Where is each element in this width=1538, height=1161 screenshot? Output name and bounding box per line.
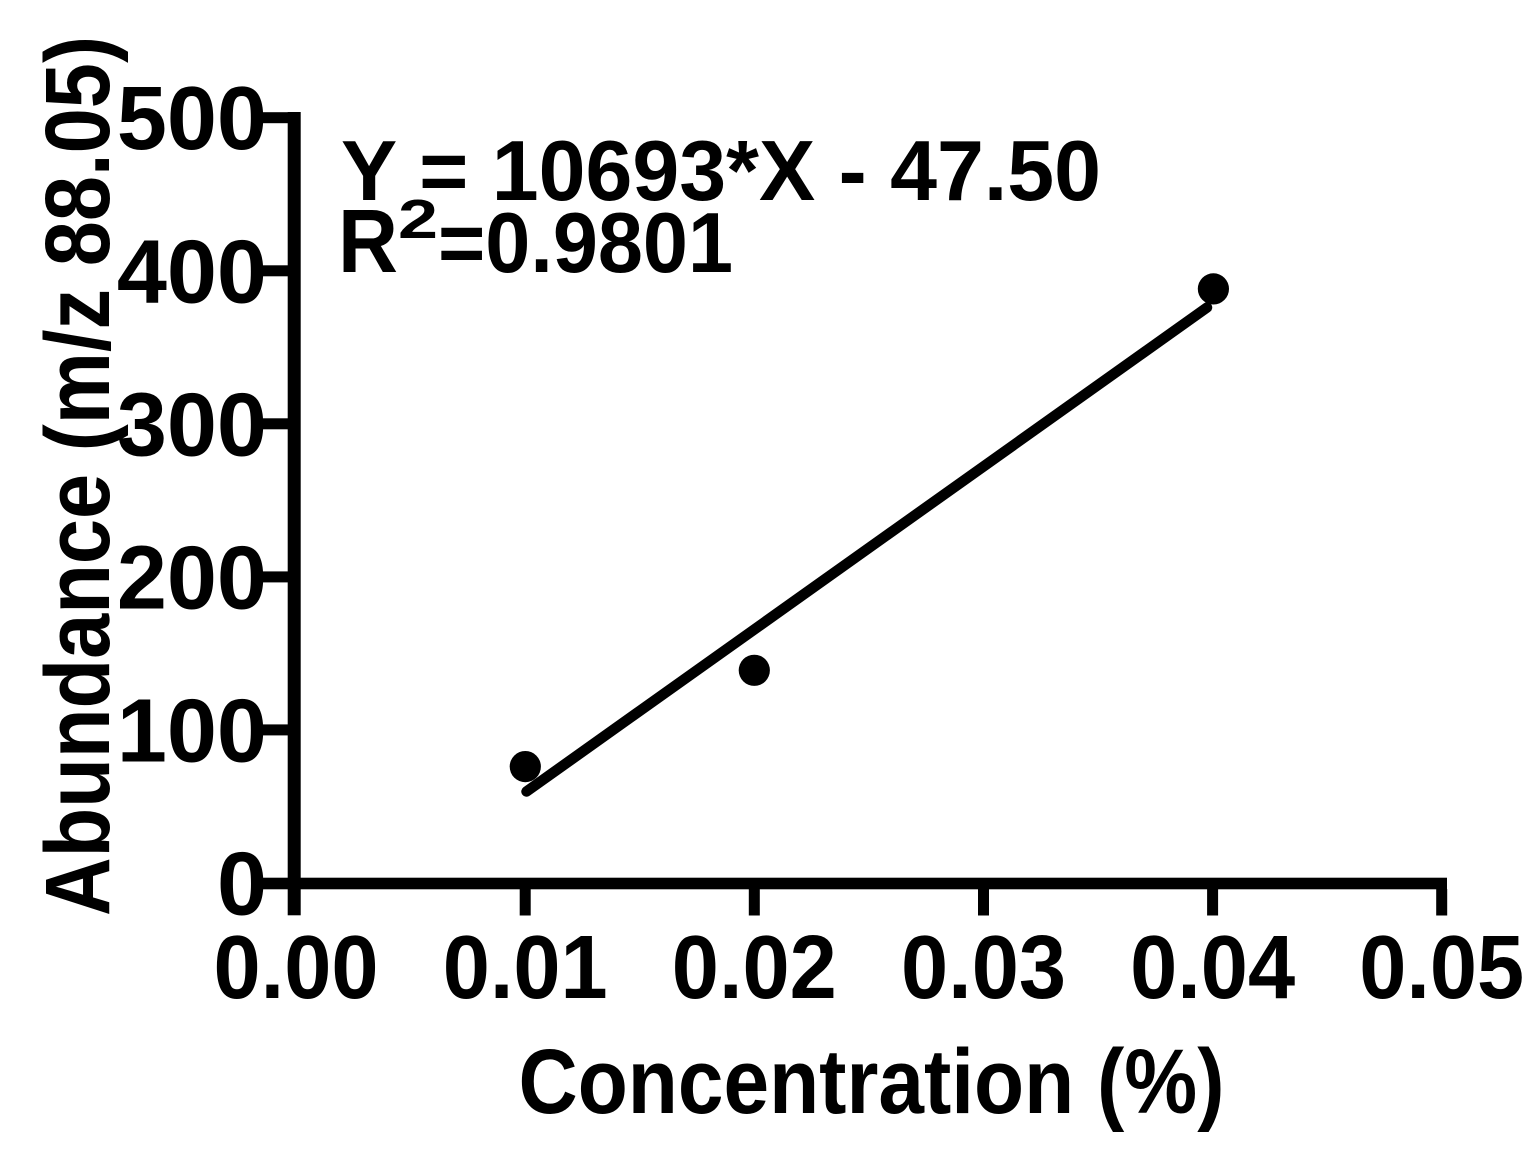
svg-text:2: 2 [398, 188, 438, 250]
svg-text:R: R [338, 192, 398, 292]
svg-text:0: 0 [217, 835, 267, 935]
svg-text:0.02: 0.02 [672, 918, 837, 1018]
svg-text:200: 200 [117, 528, 267, 628]
svg-text:=0.9801: =0.9801 [438, 196, 733, 291]
svg-text:0.00: 0.00 [214, 918, 379, 1018]
svg-text:Y = 10693*X - 47.50: Y = 10693*X - 47.50 [341, 124, 1101, 219]
svg-text:0.04: 0.04 [1130, 918, 1295, 1018]
svg-text:100: 100 [117, 681, 267, 781]
svg-text:0.01: 0.01 [443, 918, 608, 1018]
svg-text:0.05: 0.05 [1359, 918, 1524, 1018]
svg-text:Abundance (m/z 88.05): Abundance (m/z 88.05) [27, 36, 129, 916]
svg-text:Concentration (%): Concentration (%) [519, 1031, 1225, 1133]
svg-text:400: 400 [117, 222, 267, 322]
svg-text:500: 500 [117, 69, 267, 169]
svg-text:0.03: 0.03 [901, 918, 1066, 1018]
svg-text:300: 300 [117, 375, 267, 475]
